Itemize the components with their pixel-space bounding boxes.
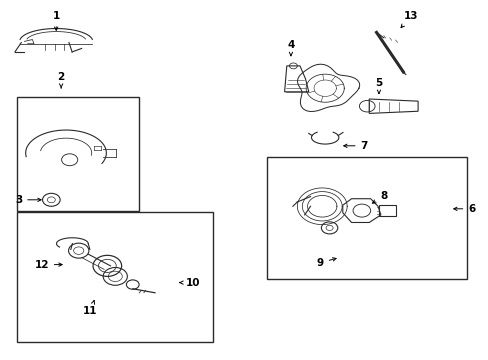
Text: 13: 13 bbox=[400, 11, 417, 28]
Text: 4: 4 bbox=[286, 40, 294, 56]
Text: 10: 10 bbox=[180, 278, 200, 288]
Text: 2: 2 bbox=[58, 72, 64, 88]
Text: 9: 9 bbox=[316, 258, 335, 268]
Text: 7: 7 bbox=[343, 141, 367, 151]
Text: 3: 3 bbox=[15, 195, 41, 205]
Text: 8: 8 bbox=[372, 191, 386, 203]
Bar bbox=[266, 157, 466, 279]
Bar bbox=[379, 205, 395, 216]
Text: 12: 12 bbox=[34, 260, 62, 270]
Text: 6: 6 bbox=[453, 204, 474, 214]
Text: 11: 11 bbox=[83, 301, 98, 316]
Text: 1: 1 bbox=[53, 11, 60, 30]
Text: 5: 5 bbox=[375, 78, 382, 94]
Bar bbox=[17, 212, 212, 342]
Bar bbox=[17, 97, 139, 211]
